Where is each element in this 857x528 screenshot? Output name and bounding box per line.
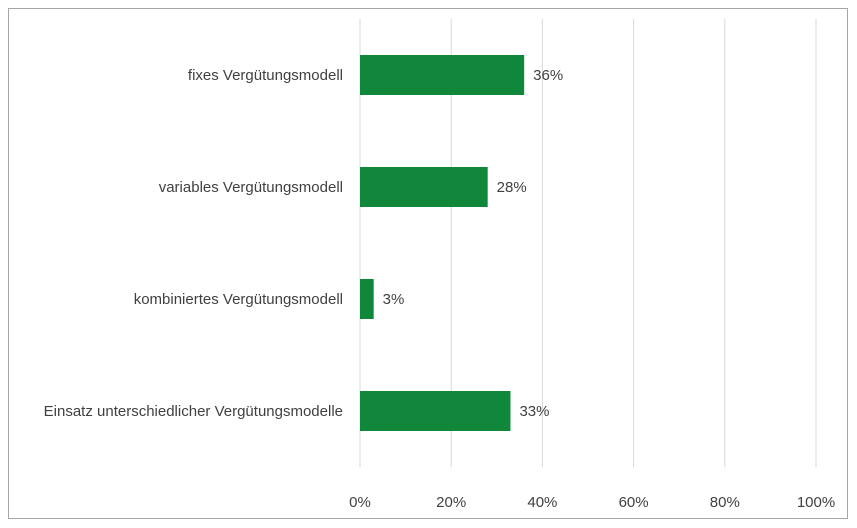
data-label: 3% [383, 291, 405, 308]
bar [360, 167, 488, 207]
bar-layer [360, 55, 525, 431]
label-layer: 0% 20% 40% 60% 80% 100% fixes Vergütungsmodell… [44, 67, 836, 511]
x-tick-label: 0% [349, 494, 371, 511]
data-label: 33% [519, 403, 549, 420]
category-label: kombiniertes Vergütungsmodell [134, 291, 343, 308]
bar [360, 55, 525, 95]
category-label: variables Vergütungsmodell [159, 179, 343, 196]
category-label: Einsatz unterschiedlicher Vergütungsmode… [44, 403, 343, 420]
x-tick-label: 60% [619, 494, 649, 511]
bar-chart: 0% 20% 40% 60% 80% 100% fixes Vergütungsmodell… [44, 19, 836, 511]
bar [360, 391, 511, 431]
bar [360, 279, 374, 319]
x-tick-label: 40% [527, 494, 557, 511]
chart-frame: 0% 20% 40% 60% 80% 100% fixes Vergütungsmodell… [8, 8, 848, 519]
data-label: 36% [533, 67, 563, 84]
x-tick-label: 80% [710, 494, 740, 511]
category-label: fixes Vergütungsmodell [188, 67, 343, 84]
x-tick-label: 20% [436, 494, 466, 511]
data-label: 28% [497, 179, 527, 196]
x-tick-label: 100% [797, 494, 835, 511]
